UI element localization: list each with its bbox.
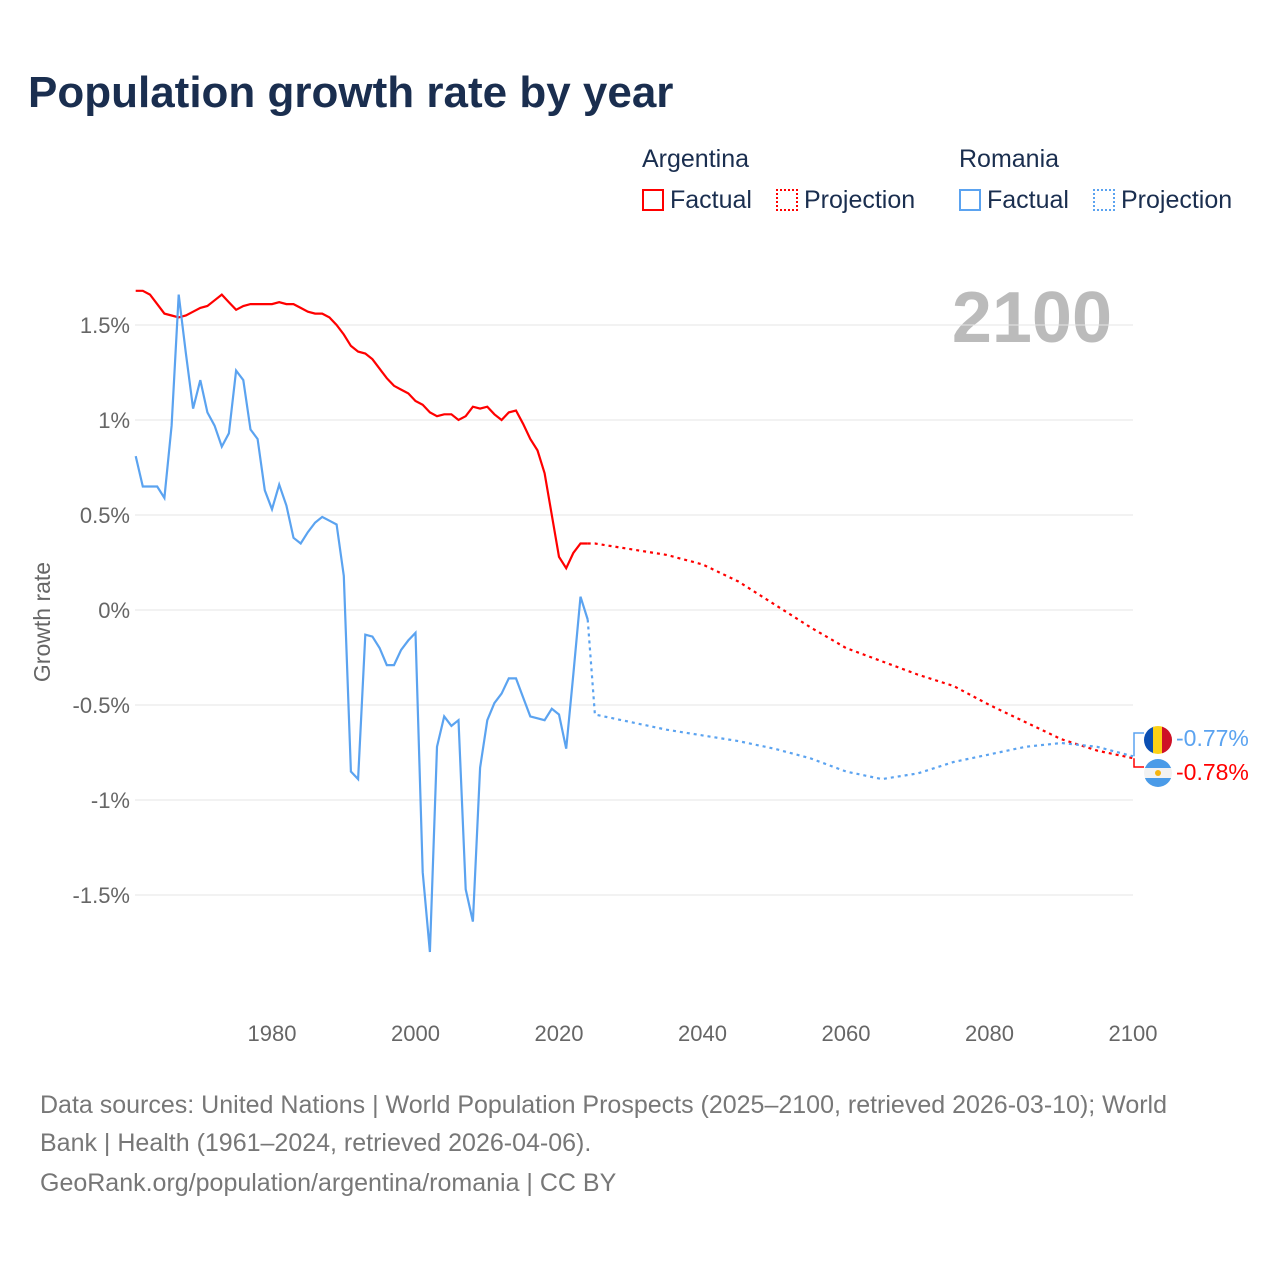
x-tick-label: 1980 bbox=[248, 1021, 297, 1046]
y-tick-label: -1% bbox=[91, 788, 130, 813]
legend-romania-projection[interactable]: Projection bbox=[1093, 186, 1232, 215]
legend-group-romania: Romania bbox=[959, 145, 1060, 173]
x-tick-label: 2060 bbox=[822, 1021, 871, 1046]
series-argentina-factual bbox=[135, 289, 588, 571]
dotted-swatch-icon bbox=[1093, 189, 1115, 211]
leader-line bbox=[1133, 758, 1144, 768]
series-argentina-projection bbox=[587, 542, 1134, 760]
x-tick-label: 2040 bbox=[678, 1021, 727, 1046]
x-tick-label: 2080 bbox=[965, 1021, 1014, 1046]
solid-swatch-icon bbox=[959, 189, 981, 211]
series-romania-projection bbox=[586, 619, 1134, 781]
y-tick-label: 0.5% bbox=[80, 503, 130, 528]
argentina-flag-icon bbox=[1144, 759, 1172, 787]
y-axis-label: Growth rate bbox=[29, 562, 55, 682]
leader-line bbox=[1133, 732, 1144, 757]
solid-swatch-icon bbox=[642, 189, 664, 211]
year-watermark: 2100 bbox=[952, 278, 1112, 358]
x-tick-label: 2000 bbox=[391, 1021, 440, 1046]
x-tick-label: 2020 bbox=[535, 1021, 584, 1046]
legend-argentina-projection[interactable]: Projection bbox=[776, 186, 915, 215]
legend-group-argentina: Argentina bbox=[642, 145, 750, 173]
romania-flag-icon bbox=[1144, 726, 1172, 754]
series-romania-factual bbox=[134, 294, 589, 953]
y-tick-label: -1.5% bbox=[73, 883, 130, 908]
y-tick-label: 1% bbox=[98, 408, 130, 433]
y-tick-label: -0.5% bbox=[73, 693, 130, 718]
footer-link[interactable]: GeoRank.org/population/argentina/romania… bbox=[40, 1169, 617, 1197]
y-tick-label: 1.5% bbox=[80, 313, 130, 338]
dotted-swatch-icon bbox=[776, 189, 798, 211]
legend-argentina-factual[interactable]: Factual bbox=[642, 186, 752, 215]
x-tick-label: 2100 bbox=[1109, 1021, 1158, 1046]
y-tick-label: 0% bbox=[98, 598, 130, 623]
end-value-label-argentina: -0.78% bbox=[1176, 759, 1249, 785]
footer-sources: Data sources: United Nations | World Pop… bbox=[40, 1091, 1168, 1157]
end-value-label-romania: -0.77% bbox=[1176, 725, 1249, 751]
page-title: Population growth rate by year bbox=[28, 68, 674, 117]
legend-romania-factual[interactable]: Factual bbox=[959, 186, 1069, 215]
